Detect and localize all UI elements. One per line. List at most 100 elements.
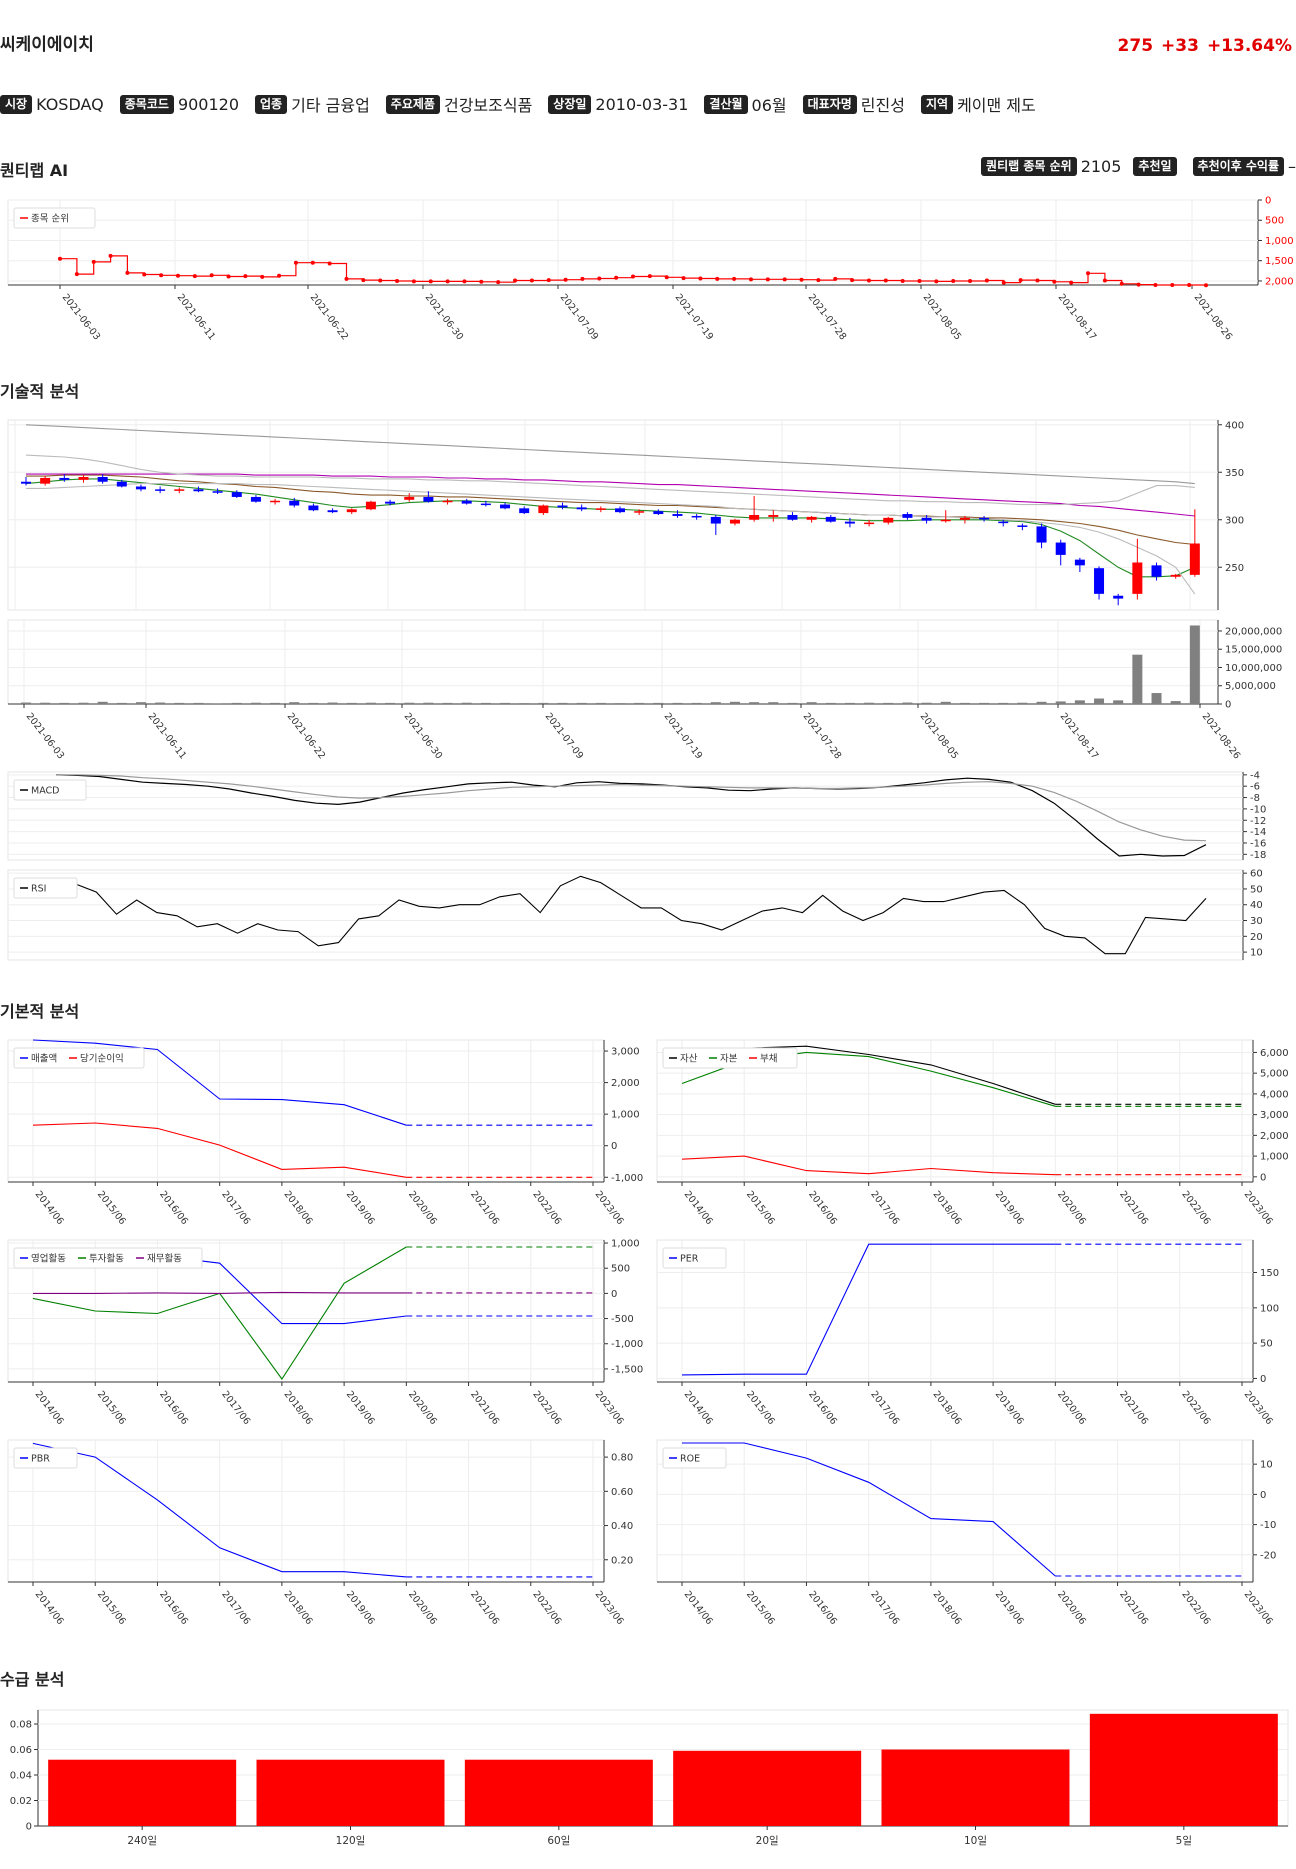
rank-point xyxy=(968,278,973,283)
rank-point xyxy=(833,276,838,281)
candle-body xyxy=(116,481,127,487)
legend-label: 투자활동 xyxy=(89,1253,124,1265)
info-label-fiscal-month: 결산월 xyxy=(704,94,748,114)
x-tick-label: 120일 xyxy=(336,1834,366,1847)
x-tick-label: 2022/06 xyxy=(530,1389,563,1427)
info-label-listing-date: 상장일 xyxy=(548,94,592,114)
x-tick-label: 2023/06 xyxy=(1242,1589,1275,1627)
y-tick-label: 6,000 xyxy=(1260,1048,1289,1059)
y-tick-label: 20,000,000 xyxy=(1225,626,1282,637)
candle-body xyxy=(538,505,549,514)
candle-body xyxy=(1036,526,1047,543)
volume-bar xyxy=(1094,698,1105,704)
legend-label: 영업활동 xyxy=(31,1253,66,1265)
volume-bar xyxy=(595,702,606,704)
supply-chart: 0 0.02 0.04 0.06 0.08 240일 120일 60일 20일 10일 5일 xyxy=(10,1709,1289,1847)
volume-bar xyxy=(921,702,932,704)
y-tick-label: -18 xyxy=(1250,850,1266,861)
candle-body xyxy=(864,522,875,525)
y-tick-label: -20 xyxy=(1260,1550,1276,1561)
candle-body xyxy=(557,505,568,508)
candle-body xyxy=(385,501,396,504)
x-tick-label: 2016/06 xyxy=(806,1589,839,1627)
plot-frame xyxy=(37,1709,1289,1827)
y-tick-label: 0.80 xyxy=(611,1453,633,1464)
x-tick-label: 2021-07-09 xyxy=(558,292,601,342)
y-tick-label: 0.06 xyxy=(10,1745,32,1756)
y-tick-label: 50 xyxy=(1260,1339,1273,1350)
y-tick-label: 5,000,000 xyxy=(1225,681,1276,692)
info-value-listing-date: 2010-03-31 xyxy=(595,94,689,114)
x-tick-label: 2021/06 xyxy=(468,1189,501,1227)
volume-bar xyxy=(576,702,587,704)
candle-body xyxy=(442,500,453,503)
y-tick-label: -500 xyxy=(611,1314,634,1325)
series-line xyxy=(32,1442,407,1578)
rank-point xyxy=(1136,282,1141,287)
volume-bar xyxy=(672,702,683,704)
rank-point xyxy=(782,277,787,282)
candle-body xyxy=(1189,543,1200,575)
y-tick-label: -8 xyxy=(1250,793,1260,804)
price-change: +33 xyxy=(1161,36,1199,56)
y-tick-label: 1,000 xyxy=(611,1110,640,1121)
legend-box xyxy=(662,1247,727,1269)
x-tick-label: 2023/06 xyxy=(1242,1189,1275,1227)
plot-frame xyxy=(7,1439,605,1583)
x-tick-label: 2016/06 xyxy=(157,1389,190,1427)
info-value-region: 케이맨 제도 xyxy=(957,96,1036,115)
info-label-code: 종목코드 xyxy=(119,94,174,114)
y-tick-label: 3,000 xyxy=(611,1047,640,1058)
y-tick-label: 2,000 xyxy=(611,1078,640,1089)
candle xyxy=(557,502,568,510)
rank-point xyxy=(631,274,635,279)
rsi-line xyxy=(55,875,1207,955)
candle-body xyxy=(883,517,894,523)
x-tick-label: 2014/06 xyxy=(682,1189,715,1227)
x-tick-label: 2022/06 xyxy=(1179,1589,1212,1627)
candle-body xyxy=(653,511,664,515)
y-tick-label: 4,000 xyxy=(1260,1089,1289,1100)
candle xyxy=(998,519,1009,527)
y-tick-label: 20 xyxy=(1250,932,1263,943)
legend-box xyxy=(13,1447,78,1469)
rank-point xyxy=(344,276,349,281)
candle-body xyxy=(979,517,990,520)
candle xyxy=(825,515,836,523)
rank-point xyxy=(513,278,518,283)
legend-box xyxy=(13,877,78,899)
candle xyxy=(787,512,798,521)
x-tick-label: 2021-06-30 xyxy=(402,711,445,761)
candle xyxy=(135,484,146,492)
candle-body xyxy=(346,509,357,513)
candle xyxy=(193,486,204,493)
candle xyxy=(634,509,645,515)
x-tick-label: 2015/06 xyxy=(744,1189,777,1227)
candle-body xyxy=(97,477,108,482)
x-tick-label: 2022/06 xyxy=(530,1189,563,1227)
plot-frame xyxy=(7,419,1219,611)
volume-bar xyxy=(806,702,817,704)
legend-label: 부채 xyxy=(760,1054,777,1065)
legend-label: 재무활동 xyxy=(147,1253,182,1265)
rank-point xyxy=(1204,283,1208,288)
x-tick-label: 2017/06 xyxy=(868,1589,901,1627)
candle-body xyxy=(135,486,146,490)
x-tick-label: 2021-07-28 xyxy=(801,711,844,761)
candle-body xyxy=(1132,562,1143,594)
rank-point xyxy=(1035,278,1040,283)
candle xyxy=(78,475,89,483)
series-line xyxy=(32,1039,407,1126)
candle-body xyxy=(1094,568,1105,594)
volume-bar xyxy=(193,702,204,704)
x-tick-label: 2017/06 xyxy=(219,1589,252,1627)
rank-point xyxy=(479,279,484,284)
rank-point xyxy=(209,273,214,278)
candle-body xyxy=(940,519,951,522)
rank-point xyxy=(1086,271,1091,276)
rank-point xyxy=(715,276,720,281)
info-value-industry: 기타 금융업 xyxy=(291,96,370,115)
candle-body xyxy=(59,477,70,480)
volume-bar xyxy=(902,702,913,704)
x-tick-label: 2022/06 xyxy=(1179,1389,1212,1427)
